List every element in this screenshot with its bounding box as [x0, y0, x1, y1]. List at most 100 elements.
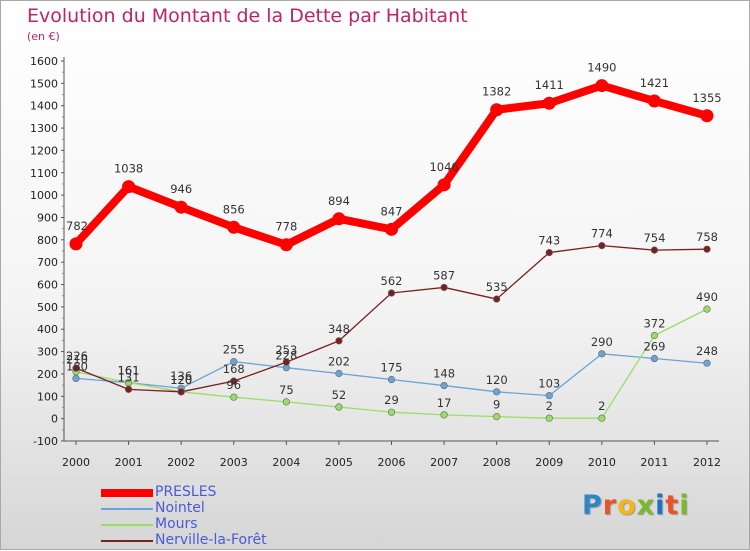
data-point [703, 305, 711, 313]
y-tick-label: 600 [37, 279, 58, 292]
data-label: 562 [381, 274, 403, 288]
x-tick-label: 2006 [378, 456, 406, 469]
y-tick-label: 800 [37, 234, 58, 247]
data-point [440, 381, 448, 390]
data-point [545, 248, 553, 257]
data-label: 535 [486, 280, 508, 294]
proxiti-logo: Proxiti [582, 490, 690, 521]
data-point [437, 178, 451, 192]
data-label: 210 [66, 353, 88, 367]
data-label: 17 [437, 396, 452, 410]
data-point [650, 354, 659, 363]
y-tick-label: 900 [37, 211, 58, 224]
x-tick-label: 2007 [430, 456, 458, 469]
data-label: 774 [591, 227, 613, 241]
data-label: 1490 [587, 61, 616, 75]
series-markers [69, 79, 714, 422]
data-label: 52 [332, 388, 347, 402]
data-label: 778 [275, 220, 297, 234]
data-point [124, 385, 133, 393]
chart-axes: -100 0 100 200 300 400 500 600 700 800 900 1000 1100… [30, 55, 721, 469]
x-tick-label: 2009 [535, 456, 563, 469]
y-tick-label: 700 [37, 256, 58, 269]
y-tick-label: 1500 [30, 77, 58, 90]
data-label: 1355 [692, 91, 721, 105]
data-label: 148 [433, 367, 455, 381]
data-point [335, 403, 343, 411]
x-tick-label: 2003 [220, 456, 248, 469]
logo-letter: o [617, 490, 637, 521]
y-tick-label: 300 [37, 346, 58, 359]
data-label: 587 [433, 268, 455, 282]
x-tick-label: 2005 [325, 456, 353, 469]
logo-letter: i [679, 490, 690, 521]
data-label: 226 [66, 349, 88, 363]
data-point [282, 358, 290, 366]
x-tick-label: 2000 [62, 456, 90, 469]
legend-swatch [101, 540, 153, 542]
y-tick-label: 100 [37, 390, 58, 403]
data-label: 1411 [535, 78, 564, 92]
data-label: 1038 [114, 162, 143, 176]
data-point [332, 212, 346, 226]
data-label: 168 [223, 362, 245, 376]
x-tick-label: 2002 [167, 456, 195, 469]
data-label: 754 [643, 231, 665, 245]
y-tick-label: 1200 [30, 144, 58, 157]
series-line-0 [72, 81, 711, 249]
data-point [385, 222, 398, 236]
data-point [72, 374, 80, 383]
data-point [595, 79, 609, 93]
data-label: 248 [696, 344, 718, 358]
data-point [493, 295, 501, 303]
data-label: 1046 [429, 160, 458, 174]
logo-letter: P [582, 490, 603, 521]
chart-subtitle: (en €) [27, 30, 60, 43]
x-tick-label: 2010 [588, 456, 616, 469]
data-point [335, 369, 343, 378]
x-tick-label: 2008 [483, 456, 511, 469]
data-label: 269 [643, 340, 665, 354]
data-point [230, 377, 238, 385]
data-label: 856 [223, 202, 245, 216]
data-point [69, 237, 83, 251]
data-label: 372 [643, 316, 665, 330]
data-point [177, 388, 185, 396]
data-point [230, 393, 238, 401]
x-tick-label: 2011 [640, 456, 668, 469]
y-tick-label: 0 [51, 413, 58, 426]
data-label: 2 [546, 399, 553, 413]
y-tick-label: 1400 [30, 100, 58, 113]
data-point [72, 364, 80, 372]
legend-swatch [101, 508, 153, 510]
y-tick-label: -100 [33, 435, 58, 448]
data-label: 253 [275, 343, 297, 357]
data-label: 161 [118, 364, 140, 378]
legend-label: PRESLES [155, 484, 217, 500]
data-label: 743 [538, 234, 560, 248]
data-label: 290 [591, 335, 613, 349]
legend-swatch [101, 524, 153, 526]
data-point [598, 350, 606, 358]
data-point [545, 414, 553, 422]
data-point [282, 398, 290, 406]
data-point [700, 109, 714, 123]
data-point [493, 388, 501, 396]
logo-letter: x [636, 490, 656, 521]
data-label: 782 [66, 219, 88, 233]
data-label: 758 [696, 230, 718, 244]
data-label: 120 [170, 373, 192, 387]
data-label: 29 [384, 393, 399, 407]
data-label: 1382 [482, 85, 511, 99]
data-point [545, 392, 553, 400]
data-label: 946 [170, 182, 192, 196]
y-tick-label: 400 [37, 323, 58, 336]
data-label: 255 [223, 343, 245, 357]
data-point [227, 220, 241, 234]
logo-letter: r [602, 490, 618, 521]
x-tick-label: 2004 [272, 456, 300, 469]
data-label: 75 [279, 383, 294, 397]
y-tick-label: 200 [37, 368, 58, 381]
